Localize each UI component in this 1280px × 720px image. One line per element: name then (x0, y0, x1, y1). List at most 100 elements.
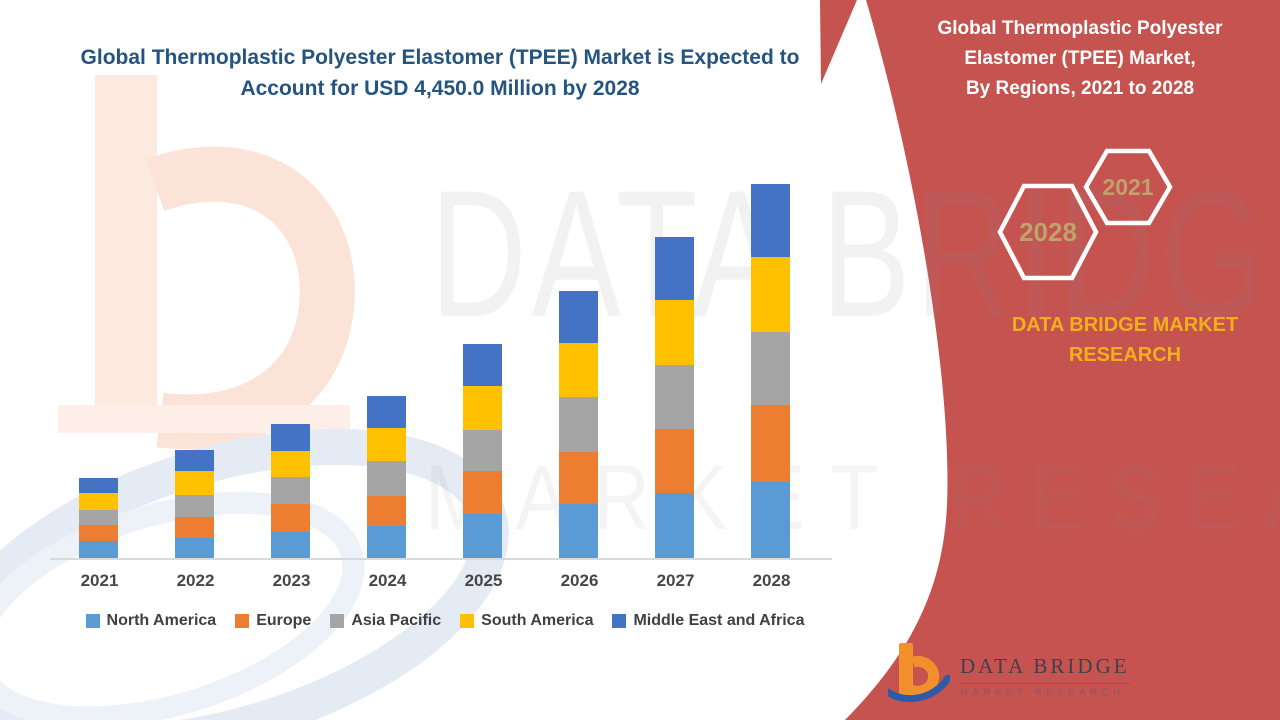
bar-segment-north-america-2028 (751, 482, 790, 558)
legend-label-north-america: North America (106, 612, 217, 629)
year-hexagons: 2028 2021 (997, 148, 1173, 281)
bar-segment-south-america-2025 (463, 385, 502, 430)
watermark-b-base (58, 405, 350, 433)
bar-segment-asia-pacific-2022 (175, 495, 214, 517)
logo-b-stem (899, 643, 913, 695)
right-panel-heading-line1: Global Thermoplastic Polyester (937, 18, 1223, 39)
hexagon-2028-label: 2028 (1019, 217, 1077, 247)
brand-text-line1: DATA BRIDGE MARKET (1011, 314, 1239, 336)
x-axis-label-2023: 2023 (272, 571, 311, 590)
bar-2024 (367, 395, 406, 558)
bar-segment-asia-pacific-2023 (271, 476, 310, 505)
x-axis-label-2025: 2025 (464, 571, 503, 590)
hexagon-2021 (1083, 148, 1173, 226)
x-axis-label-2028: 2028 (752, 571, 791, 590)
legend-item-europe: Europe (235, 612, 311, 630)
bar-2026 (559, 291, 598, 558)
bar-segment-europe-2026 (559, 452, 598, 504)
bar-segment-asia-pacific-2021 (79, 510, 118, 526)
bar-2028 (751, 184, 790, 558)
bar-segment-asia-pacific-2028 (751, 332, 790, 405)
legend-item-north-america: North America (85, 612, 217, 630)
company-logo-mark (888, 643, 950, 703)
bar-segment-north-america-2022 (175, 537, 214, 558)
page-title: Global Thermoplastic Polyester Elastomer… (80, 46, 800, 100)
bar-segment-south-america-2028 (751, 256, 790, 333)
bar-segment-south-america-2021 (79, 493, 118, 511)
bar-segment-north-america-2025 (463, 514, 502, 558)
bar-segment-europe-2022 (175, 516, 214, 538)
bar-segment-north-america-2027 (655, 492, 694, 558)
bar-segment-asia-pacific-2027 (655, 364, 694, 429)
bar-segment-middle-east-and-africa-2023 (271, 423, 310, 452)
watermark-line1: DATA BRIDGE (430, 153, 1280, 355)
bar-segment-south-america-2022 (175, 471, 214, 496)
bar-segment-south-america-2023 (271, 451, 310, 477)
bar-segment-north-america-2024 (367, 526, 406, 558)
bar-segment-middle-east-and-africa-2026 (559, 291, 598, 343)
red-panel-sliver (820, 0, 857, 84)
red-panel-main (845, 0, 1280, 720)
bar-segment-europe-2021 (79, 525, 118, 542)
logo-b-bowl (908, 655, 940, 697)
bar-segment-north-america-2021 (79, 541, 118, 558)
bar-segment-south-america-2026 (559, 342, 598, 398)
bar-segment-north-america-2026 (559, 503, 598, 558)
bar-segment-south-america-2024 (367, 428, 406, 461)
bar-segment-europe-2028 (751, 404, 790, 483)
x-axis-line (50, 558, 832, 560)
legend-item-asia-pacific: Asia Pacific (330, 612, 441, 630)
legend-item-middle-east-and-africa: Middle East and Africa (612, 612, 804, 630)
bar-segment-asia-pacific-2025 (463, 429, 502, 472)
logo-swoosh (888, 674, 950, 703)
bar-2021 (79, 477, 118, 558)
logo-name: DATA BRIDGE (960, 654, 1130, 684)
bar-segment-middle-east-and-africa-2021 (79, 477, 118, 494)
legend-item-south-america: South America (460, 612, 593, 630)
legend-label-south-america: South America (481, 612, 594, 629)
legend-swatch-europe (235, 614, 250, 628)
company-logo: DATA BRIDGE MARKET RESEARCH (888, 636, 1138, 714)
legend-swatch-south-america (460, 614, 475, 628)
bar-segment-middle-east-and-africa-2024 (367, 395, 406, 429)
bar-2025 (463, 344, 502, 558)
bar-segment-europe-2027 (655, 428, 694, 493)
x-axis-label-2027: 2027 (656, 571, 695, 590)
bar-segment-north-america-2023 (271, 531, 310, 558)
legend-label-europe: Europe (256, 612, 312, 629)
x-axis-label-2022: 2022 (176, 571, 215, 590)
bar-segment-south-america-2027 (655, 299, 694, 365)
watermark-line2: MARKET RESEARCH (425, 447, 1280, 549)
right-panel-heading-line2: Elastomer (TPEE) Market, (964, 48, 1196, 69)
brand-text-line2: RESEARCH (1068, 344, 1182, 366)
legend-swatch-asia-pacific (330, 614, 345, 628)
bar-segment-europe-2025 (463, 471, 502, 515)
bar-segment-middle-east-and-africa-2025 (463, 344, 502, 386)
bar-segment-asia-pacific-2026 (559, 397, 598, 453)
bar-2022 (175, 450, 214, 558)
company-logo-text: DATA BRIDGE MARKET RESEARCH (960, 654, 1130, 697)
watermark-b-bowl (145, 146, 355, 450)
x-axis-labels: 2021 2022 2023 2024 2025 2026 2027 2028 (60, 571, 830, 595)
bar-segment-middle-east-and-africa-2027 (655, 237, 694, 300)
chart-plot (60, 170, 830, 559)
x-axis-label-2021: 2021 (80, 571, 119, 590)
right-panel-heading: Global Thermoplastic Polyester Elastomer… (895, 14, 1265, 104)
legend-label-asia-pacific: Asia Pacific (351, 612, 442, 629)
hexagon-2021-label: 2021 (1102, 174, 1153, 200)
right-panel-heading-line3: By Regions, 2021 to 2028 (965, 78, 1195, 99)
hexagon-2028 (997, 183, 1099, 281)
bar-2027 (655, 237, 694, 558)
bar-segment-europe-2023 (271, 504, 310, 532)
legend-label-middle-east-and-africa: Middle East and Africa (633, 612, 805, 629)
brand-text: DATA BRIDGE MARKET RESEARCH (965, 310, 1280, 370)
bar-2023 (271, 423, 310, 558)
legend-swatch-middle-east-and-africa (612, 614, 627, 628)
x-axis-label-2024: 2024 (368, 571, 407, 590)
logo-tagline: MARKET RESEARCH (960, 686, 1125, 697)
watermark-swoosh-outer (0, 428, 509, 720)
bar-segment-middle-east-and-africa-2028 (751, 184, 790, 257)
watermark-swoosh-inner (0, 491, 365, 720)
